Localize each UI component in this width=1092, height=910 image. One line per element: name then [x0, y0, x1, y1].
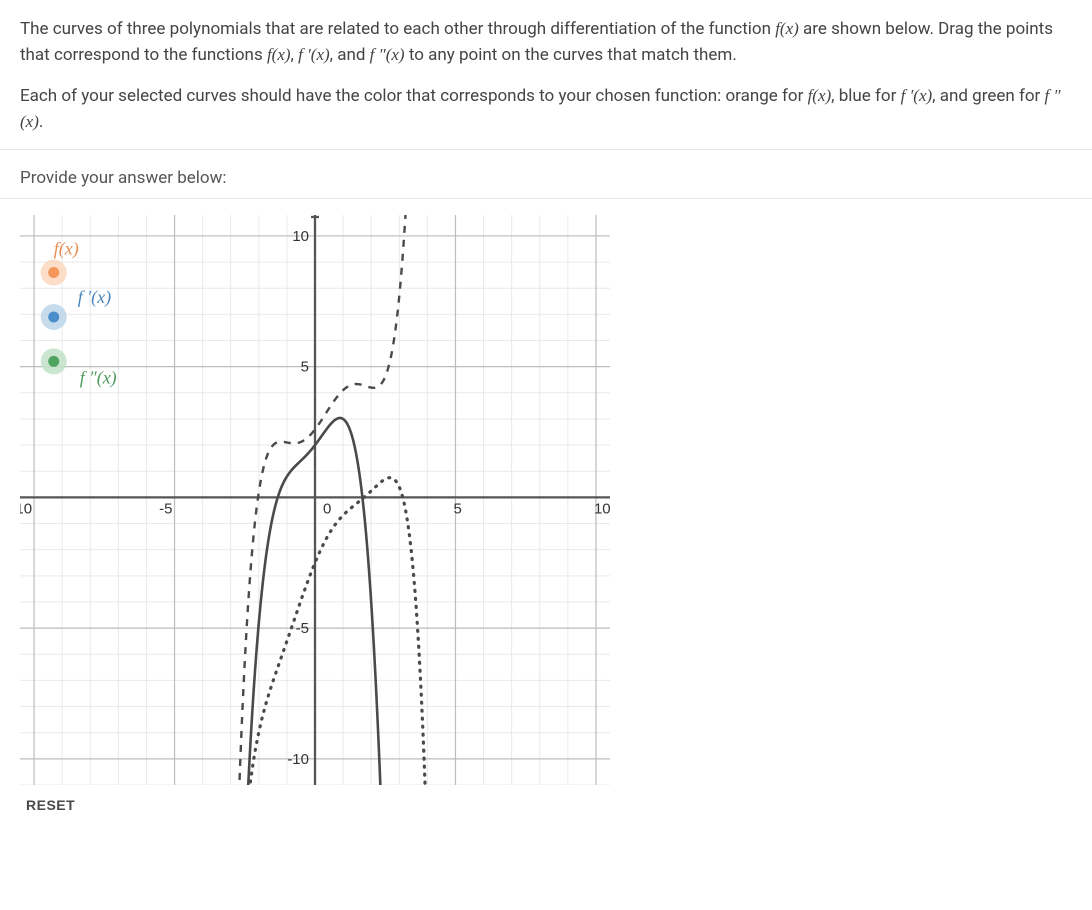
divider [0, 198, 1092, 199]
x-tick-label: 10 [594, 501, 610, 518]
y-tick-label: -5 [296, 620, 309, 637]
text: , blue for [831, 86, 900, 106]
instructions: The curves of three polynomials that are… [20, 16, 1072, 135]
instruction-paragraph-1: The curves of three polynomials that are… [20, 16, 1072, 69]
x-tick-label: -10 [20, 501, 32, 518]
drag-point-label: f ″(x) [80, 368, 117, 389]
drag-point-label: f(x) [54, 239, 79, 260]
fx-symbol: f(x) [775, 19, 799, 38]
text: , and green for [932, 86, 1044, 106]
reset-button[interactable]: RESET [20, 785, 620, 817]
x-tick-label: 0 [323, 501, 331, 518]
x-tick-label: 5 [453, 501, 461, 518]
text: , [291, 45, 299, 65]
fx-symbol: f(x) [267, 45, 291, 64]
y-tick-label: 5 [301, 359, 309, 376]
divider [0, 149, 1092, 150]
graph-plot[interactable]: -10 -5 0 5 10 10 5 -5 -10 f(x) f ′(x) f ″(x) [20, 215, 610, 785]
y-tick-label: 10 [292, 228, 309, 245]
text: The curves of three polynomials that are… [20, 19, 775, 39]
text: , and [330, 45, 370, 65]
fpx-symbol: f ′(x) [298, 45, 330, 64]
fppx-symbol: f ″(x) [370, 45, 405, 64]
y-tick-label: -10 [287, 751, 309, 768]
text: . [39, 112, 43, 132]
text: to any point on the curves that match th… [409, 45, 737, 65]
instruction-paragraph-2: Each of your selected curves should have… [20, 83, 1072, 136]
graph-container: -10 -5 0 5 10 10 5 -5 -10 f(x) f ′(x) f ″(x) RESET [20, 215, 620, 817]
fpx-symbol: f ′(x) [901, 86, 933, 105]
text: Each of your selected curves should have… [20, 86, 808, 106]
answer-prompt: Provide your answer below: [20, 168, 1072, 188]
fx-symbol: f(x) [808, 86, 832, 105]
x-tick-label: -5 [159, 501, 172, 518]
drag-point-label: f ′(x) [78, 287, 111, 308]
